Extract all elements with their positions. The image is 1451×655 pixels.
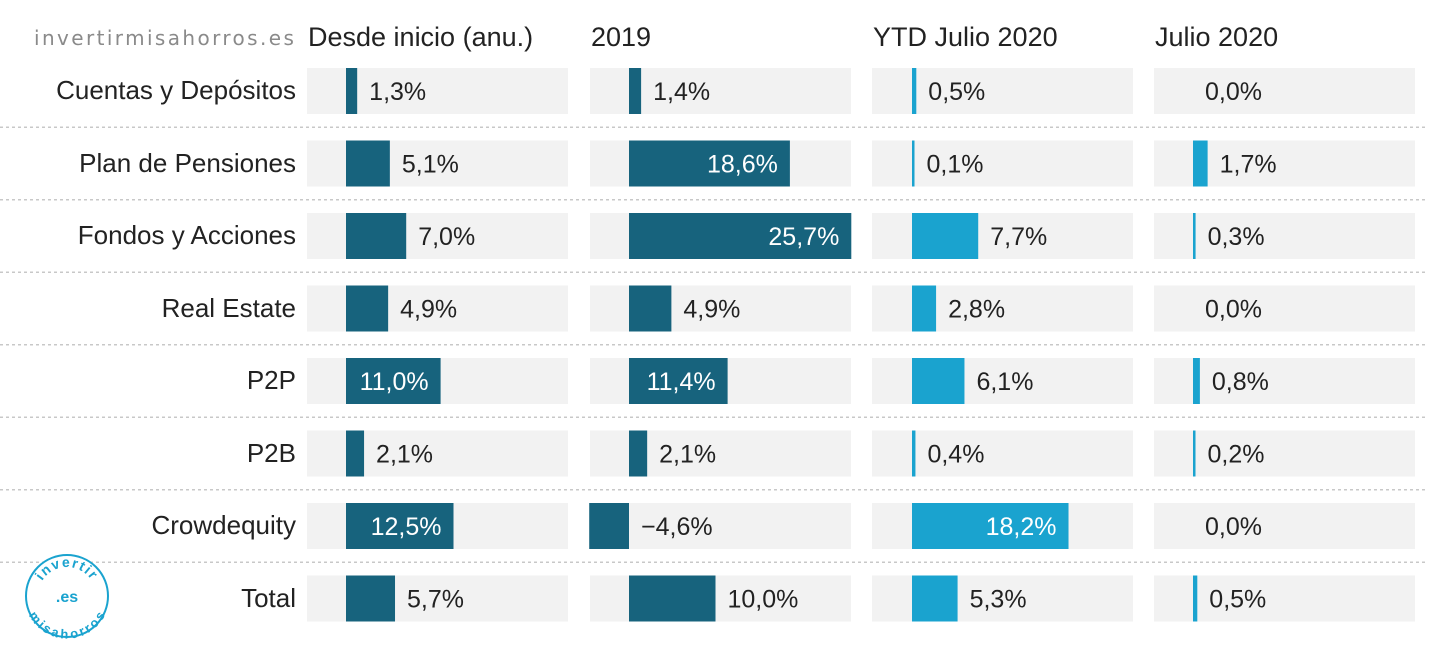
bar bbox=[1193, 213, 1196, 259]
bar bbox=[629, 285, 672, 332]
value-label: 4,9% bbox=[683, 296, 740, 324]
value-label: 0,0% bbox=[1205, 296, 1262, 324]
category-label: Plan de Pensiones bbox=[79, 147, 296, 178]
value-label: 0,2% bbox=[1208, 441, 1265, 469]
value-label: 0,4% bbox=[927, 441, 984, 469]
logo-middle-text: .es bbox=[56, 589, 78, 606]
value-label: 7,0% bbox=[418, 223, 475, 251]
value-label: 12,5% bbox=[371, 513, 442, 541]
bar bbox=[346, 140, 390, 187]
value-label: 25,7% bbox=[768, 223, 839, 251]
value-label: 6,1% bbox=[976, 368, 1033, 396]
value-label: 2,1% bbox=[659, 441, 716, 469]
bar bbox=[346, 503, 454, 549]
value-label: 18,2% bbox=[986, 513, 1057, 541]
cell-background bbox=[1154, 68, 1415, 114]
value-label: 5,3% bbox=[970, 586, 1027, 614]
value-label: 0,5% bbox=[928, 78, 985, 106]
value-label: 0,0% bbox=[1205, 78, 1262, 106]
value-label: 0,1% bbox=[927, 151, 984, 179]
value-label: 4,9% bbox=[400, 296, 457, 324]
column-header-desde-inicio: Desde inicio (anu.) bbox=[308, 22, 534, 52]
value-label: 10,0% bbox=[728, 586, 799, 614]
bar bbox=[346, 285, 389, 332]
bar bbox=[912, 503, 1069, 549]
column-header-2019: 2019 bbox=[591, 22, 652, 52]
bar bbox=[346, 430, 365, 477]
bar bbox=[912, 213, 979, 259]
value-label: 11,4% bbox=[647, 368, 716, 396]
cell-background bbox=[1154, 213, 1415, 259]
value-label: −4,6% bbox=[641, 513, 713, 541]
bar bbox=[346, 358, 441, 404]
value-label: 2,1% bbox=[376, 441, 433, 469]
bar bbox=[1193, 430, 1196, 477]
bar bbox=[912, 430, 916, 477]
value-label: 2,8% bbox=[948, 296, 1005, 324]
brand-logo: invertir .es misahorros bbox=[24, 553, 110, 642]
value-label: 0,5% bbox=[1209, 586, 1266, 614]
category-label: Real Estate bbox=[161, 292, 296, 323]
bar bbox=[629, 358, 728, 404]
category-label: P2P bbox=[246, 365, 296, 395]
value-label: 1,7% bbox=[1220, 151, 1277, 179]
cell-background bbox=[1154, 503, 1415, 549]
value-label: 0,8% bbox=[1212, 368, 1269, 396]
value-label: 5,1% bbox=[402, 151, 459, 179]
cell-background bbox=[872, 68, 1133, 114]
cell-background bbox=[872, 430, 1133, 477]
category-label: Total bbox=[241, 582, 296, 613]
value-label: 1,4% bbox=[653, 78, 710, 106]
brand-logo-icon: invertir .es misahorros bbox=[25, 554, 109, 642]
bar bbox=[1193, 575, 1198, 622]
category-label: P2B bbox=[246, 437, 296, 468]
column-header-ytd-julio-2020: YTD Julio 2020 bbox=[873, 22, 1058, 52]
bar bbox=[912, 68, 917, 114]
bar bbox=[589, 503, 629, 549]
value-label: 0,0% bbox=[1205, 513, 1262, 541]
value-label: 0,3% bbox=[1208, 223, 1265, 251]
bar bbox=[912, 140, 915, 187]
bar bbox=[346, 575, 396, 622]
value-label: 7,7% bbox=[990, 223, 1047, 251]
bar bbox=[1193, 358, 1200, 404]
bar bbox=[629, 213, 852, 259]
value-label: 11,0% bbox=[360, 368, 429, 396]
category-label: Crowdequity bbox=[151, 510, 296, 540]
category-label: Fondos y Acciones bbox=[77, 220, 296, 250]
bar bbox=[346, 68, 358, 114]
cell-background bbox=[1154, 575, 1415, 622]
bar bbox=[912, 575, 958, 622]
site-label: invertirmisahorros.es bbox=[34, 26, 297, 50]
bar bbox=[1193, 140, 1208, 187]
bar bbox=[629, 575, 716, 622]
cell-background bbox=[872, 140, 1133, 187]
bar bbox=[912, 285, 937, 332]
cell-background bbox=[590, 503, 851, 549]
category-label: Cuentas y Depósitos bbox=[56, 75, 296, 105]
bar bbox=[346, 213, 407, 259]
bar bbox=[629, 140, 790, 187]
value-label: 1,3% bbox=[369, 78, 426, 106]
bar bbox=[912, 358, 965, 404]
value-label: 18,6% bbox=[707, 151, 778, 179]
bar bbox=[629, 430, 648, 477]
cell-background bbox=[1154, 285, 1415, 332]
cell-background bbox=[1154, 430, 1415, 477]
column-header-julio-2020: Julio 2020 bbox=[1155, 22, 1279, 52]
bar bbox=[629, 68, 642, 114]
value-label: 5,7% bbox=[407, 586, 464, 614]
